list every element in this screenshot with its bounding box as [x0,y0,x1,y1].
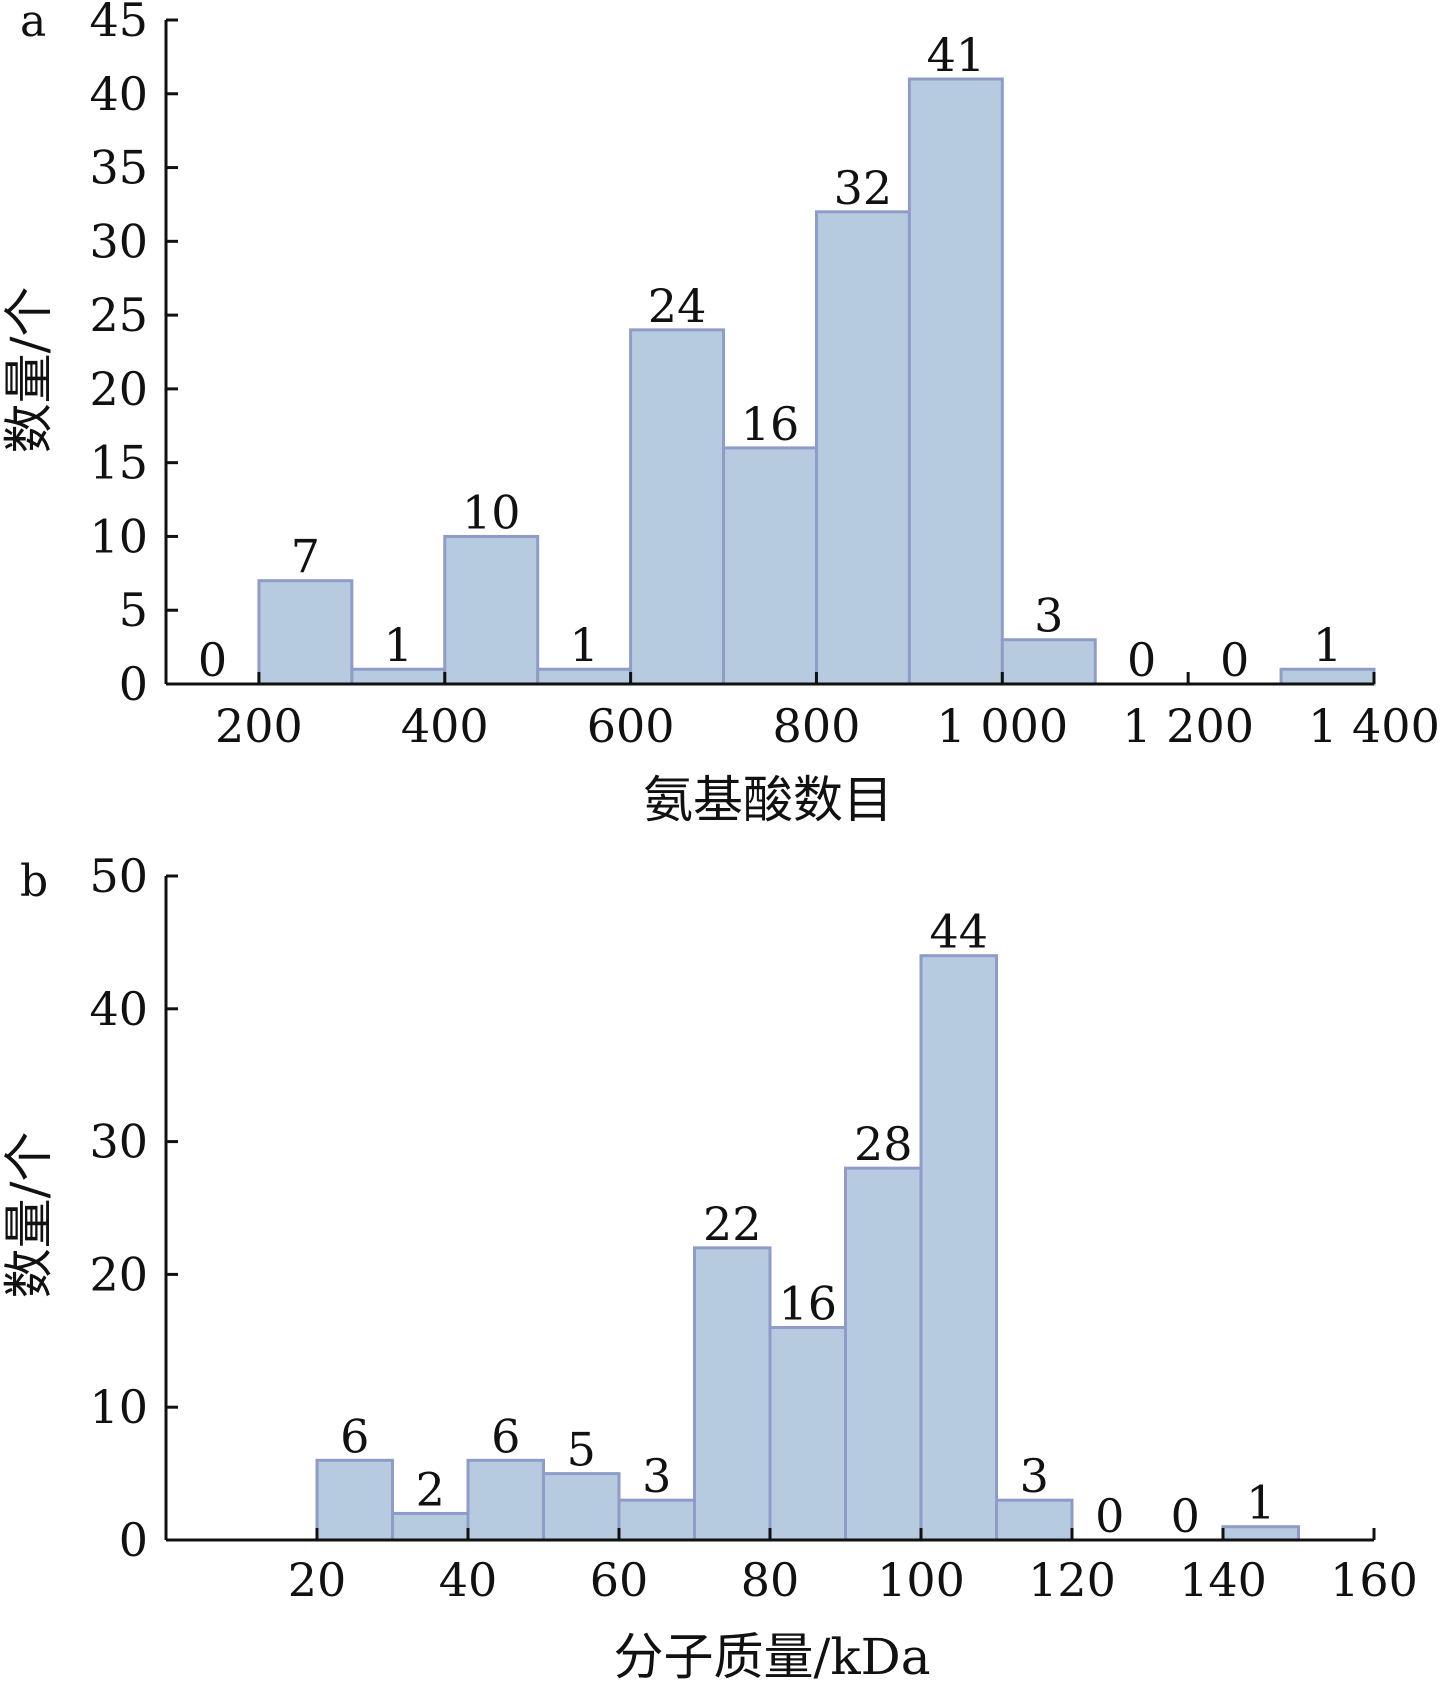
panel-a-bar [257,579,354,686]
panel-b-x-tick-label: 140 [1179,1553,1267,1607]
panel-b-data-label: 0 [1095,1489,1124,1543]
panel-a-y-axis-title: 数量/个 [0,287,58,454]
panel-a-x-tick-label: 200 [215,699,303,753]
panel-a-y-tick-label: 5 [119,583,148,637]
panel-a-data-label: 1 [1313,618,1342,672]
panel-b-x-tick-label: 160 [1330,1553,1418,1607]
panel-b-x-tick-label: 120 [1028,1553,1116,1607]
panel-b-data-label: 44 [929,905,988,959]
panel-b-bar [542,1472,621,1542]
panel-a-x-axis-title: 氨基酸数目 [643,771,893,829]
panel-b-y-tick-label: 0 [119,1513,148,1567]
panel-b-bar [844,1166,923,1542]
panel-a-x-tick-label: 400 [401,699,489,753]
panel-b-bars [315,954,1300,1542]
panel-b-data-label: 3 [1020,1449,1049,1503]
panel-b-y-tick-label: 30 [89,1115,148,1169]
panel-a-bar [629,328,726,686]
panel-a-y-tick-label: 35 [89,141,148,195]
panel-a-bar [907,77,1004,686]
panel-a-data-label: 3 [1034,589,1063,643]
panel-b-y-tick-label: 40 [89,982,148,1036]
panel-b-data-label: 22 [703,1197,762,1251]
panel-a-bar [814,210,911,686]
panel-b-data-label: 6 [340,1409,369,1463]
panel-a-label: a [20,0,46,47]
panel-b-bar [617,1498,696,1542]
panel-a-data-label: 41 [927,28,986,82]
panel-a-data-label: 1 [570,618,599,672]
panel-b-data-label: 2 [416,1462,445,1516]
panel-b-data-label: 16 [778,1277,837,1331]
panel-b-y-axis-title: 数量/个 [0,1132,58,1299]
panel-a-x-tick-label: 1 000 [936,699,1068,753]
panel-a-y-tick-label: 0 [119,657,148,711]
panel-a-data-label: 0 [198,633,227,687]
panel-b-x-tick-label: 100 [877,1553,965,1607]
panel-a-data-label: 32 [834,161,893,215]
panel-b-y-tick-label: 50 [89,849,148,903]
panel-b-x-tick-label: 60 [590,1553,649,1607]
panel-a-y-tick-label: 25 [89,288,148,342]
panel-a-x-tick-label: 1 200 [1122,699,1254,753]
panel-b-bar [919,954,998,1542]
panel-a-bar [1000,638,1097,686]
panel-a-y-tick-label: 20 [89,362,148,416]
panel-b-bar [391,1511,470,1542]
panel-b-bar [768,1326,847,1542]
panel-b-y-tick-label: 20 [89,1247,148,1301]
panel-b-data-label: 3 [642,1449,671,1503]
panel-a-bars [257,77,1376,686]
panel-a-x-tick-label: 800 [773,699,861,753]
panel-a-y-tick-label: 30 [89,214,148,268]
panel-b-data-label: 5 [567,1423,596,1477]
panel-b-x-tick-label: 20 [288,1553,347,1607]
panel-b-x-axis-title: 分子质量/kDa [613,1628,930,1680]
panel-b-bar [466,1458,545,1542]
panel-b-y-tick-label: 10 [89,1380,148,1434]
panel-a-y-tick-label: 40 [89,67,148,121]
panel-b-x-tick-label: 40 [439,1553,498,1607]
panel-b-data-label: 0 [1171,1489,1200,1543]
panel-a-bar [443,534,540,686]
panel-b-data-label: 1 [1246,1476,1275,1530]
panel-a-data-label: 16 [741,397,800,451]
panel-a-data-labels: 0 7 1 10 1 24 16 32 41 3 0 0 1 [198,28,1342,687]
panel-a-bar [722,446,818,686]
panel-a-data-label: 1 [384,618,413,672]
panel-b-data-label: 6 [491,1409,520,1463]
panel-a-data-label: 24 [648,279,707,333]
panel-b-label: b [20,856,48,907]
panel-a-x-tick-label: 600 [587,699,675,753]
panel-b-x-tick-label: 80 [741,1553,800,1607]
panel-a-data-label: 0 [1127,633,1156,687]
panel-a-y-tick-label: 10 [89,509,148,563]
panel-a-x-tick-label: 1 400 [1308,699,1440,753]
panel-a-y-tick-label: 15 [89,436,148,490]
panel-b-bar [995,1498,1074,1542]
panel-a-data-label: 0 [1220,633,1249,687]
panel-b-bar [315,1458,394,1542]
panel-a-data-label: 10 [462,485,521,539]
panel-a-y-tick-label: 45 [89,0,148,47]
panel-a-data-label: 7 [291,530,320,584]
panel-b-data-label: 28 [854,1117,913,1171]
panel-b-bar [693,1246,772,1542]
